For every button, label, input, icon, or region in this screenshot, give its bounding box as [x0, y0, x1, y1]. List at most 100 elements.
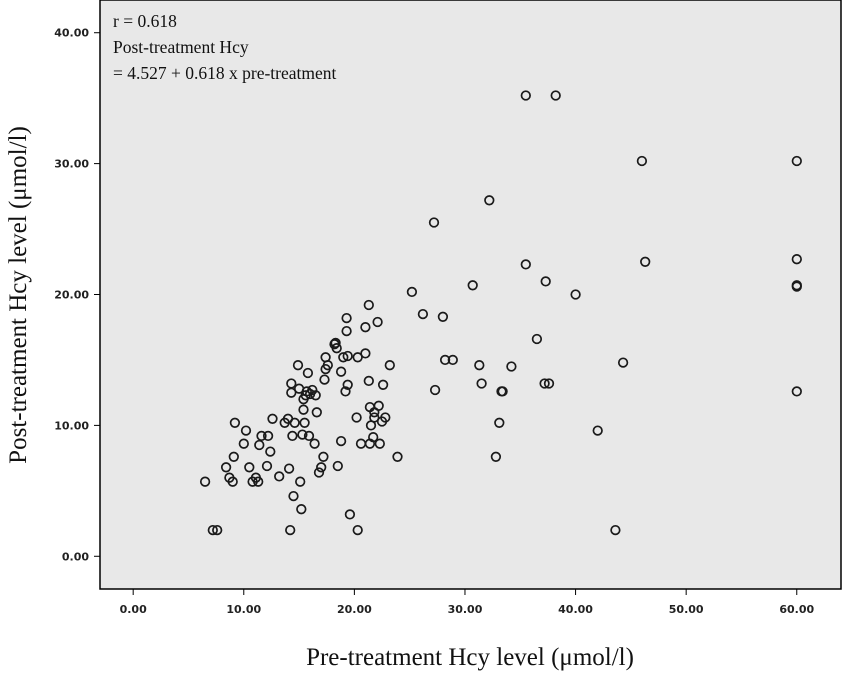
data-point-73 [363, 299, 374, 311]
data-point-87 [384, 360, 395, 371]
data-point-9 [240, 425, 252, 436]
data-point-107 [531, 333, 543, 345]
data-point-26 [286, 387, 297, 398]
data-point-35 [298, 404, 309, 415]
data-point-88 [392, 451, 403, 462]
data-point-37 [299, 417, 310, 428]
data-point-115 [617, 357, 629, 368]
data-point-48 [316, 462, 327, 473]
data-point-46 [311, 407, 322, 418]
data-point-113 [592, 425, 603, 436]
data-point-92 [429, 384, 441, 396]
annotation-line-1: r = 0.618 [113, 11, 177, 31]
data-point-20 [274, 471, 285, 482]
data-point-116 [636, 155, 648, 167]
data-point-58 [335, 366, 347, 377]
data-point-33 [296, 504, 307, 515]
data-point-10 [244, 462, 255, 473]
data-point-89 [406, 286, 418, 298]
data-point-86 [380, 412, 391, 423]
data-point-55 [330, 337, 341, 349]
data-point-23 [283, 463, 295, 474]
data-point-112 [570, 289, 581, 300]
data-point-72 [360, 322, 371, 333]
data-point-13 [253, 476, 264, 487]
y-axis-title: Post-treatment Hcy level (μmol/l) [5, 126, 32, 464]
data-point-41 [303, 430, 315, 442]
y-tick-label: 0.00 [62, 550, 89, 563]
data-point-85 [377, 379, 389, 390]
data-point-63 [341, 312, 352, 324]
data-point-66 [344, 509, 356, 520]
data-point-3 [220, 462, 232, 473]
data-point-117 [640, 256, 651, 267]
data-point-79 [369, 412, 380, 423]
annotation-line-2: Post-treatment Hcy [113, 37, 249, 57]
data-point-65 [342, 350, 353, 362]
regression-annotation: r = 0.618 Post-treatment Hcy = 4.527 + 0… [113, 11, 337, 83]
data-point-68 [352, 352, 363, 363]
data-point-78 [368, 432, 379, 443]
data-point-74 [363, 375, 374, 387]
x-tick-label: 0.00 [120, 603, 147, 616]
data-point-45 [310, 390, 321, 401]
data-point-17 [262, 430, 274, 442]
data-point-119 [791, 254, 802, 265]
data-point-109 [540, 276, 551, 287]
data-point-14 [254, 439, 265, 451]
data-point-28 [288, 490, 299, 502]
y-tick-label: 20.00 [54, 289, 89, 302]
x-tick-label: 60.00 [779, 603, 814, 616]
data-point-59 [335, 435, 347, 447]
data-point-57 [332, 460, 343, 472]
y-tick-label: 30.00 [54, 158, 89, 171]
data-point-110 [543, 378, 555, 389]
data-point-69 [352, 524, 363, 536]
data-point-53 [322, 360, 333, 371]
data-point-104 [506, 361, 517, 372]
y-tick-label: 40.00 [54, 27, 89, 40]
data-point-30 [292, 360, 304, 371]
data-point-94 [439, 354, 451, 366]
data-point-105 [520, 259, 531, 270]
data-point-47 [313, 467, 325, 478]
data-point-118 [791, 155, 802, 167]
data-point-111 [550, 90, 561, 101]
data-point-15 [256, 430, 267, 442]
data-point-90 [417, 308, 429, 320]
x-tick-label: 40.00 [558, 603, 593, 616]
x-tick-label: 50.00 [669, 603, 704, 616]
data-point-98 [476, 378, 487, 389]
data-point-99 [484, 195, 495, 206]
x-axis-title: Pre-treatment Hcy level (μmol/l) [306, 644, 634, 671]
data-point-61 [340, 386, 351, 397]
data-point-27 [287, 430, 298, 442]
data-point-5 [227, 476, 238, 487]
data-point-19 [267, 413, 278, 424]
data-point-103 [497, 386, 508, 397]
data-point-93 [437, 311, 449, 322]
x-tick-label: 20.00 [337, 603, 372, 616]
data-point-32 [295, 476, 306, 487]
axis-ticks: 0.00 10.00 20.00 30.00 40.00 50.00 60.00 0.00 10… [54, 27, 814, 616]
data-point-64 [342, 379, 353, 390]
data-point-83 [374, 438, 385, 449]
data-point-122 [791, 386, 802, 397]
data-point-18 [265, 446, 276, 457]
data-point-6 [228, 451, 239, 462]
data-point-60 [338, 352, 349, 363]
data-point-62 [341, 325, 352, 337]
data-points [199, 90, 802, 536]
data-point-108 [539, 378, 550, 389]
data-point-106 [520, 90, 531, 101]
data-point-50 [319, 374, 330, 385]
data-point-114 [610, 524, 621, 536]
data-point-96 [467, 280, 478, 291]
data-point-7 [229, 417, 241, 428]
data-point-67 [351, 412, 362, 423]
data-point-71 [360, 348, 371, 359]
data-point-81 [372, 316, 383, 328]
data-point-121 [791, 281, 802, 292]
data-point-24 [285, 524, 296, 536]
y-tick-label: 10.00 [54, 419, 89, 432]
